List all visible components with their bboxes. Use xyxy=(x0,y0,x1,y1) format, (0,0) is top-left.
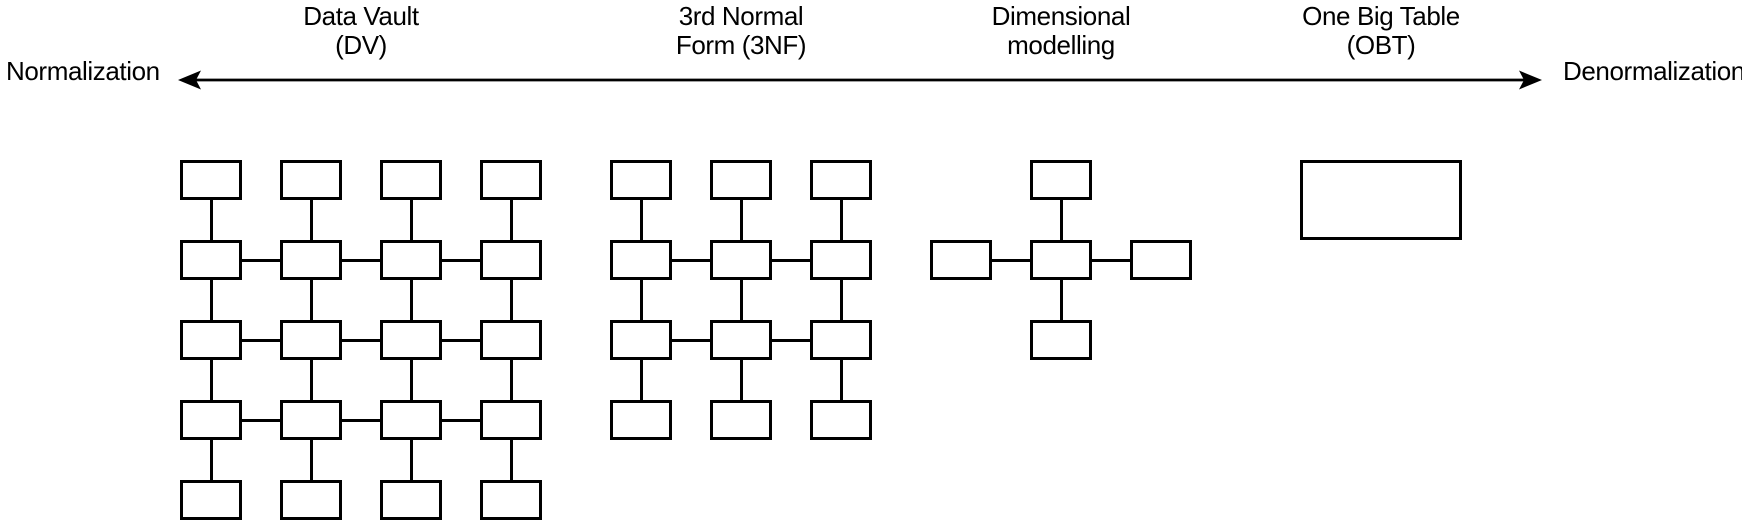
connector-line xyxy=(409,180,413,260)
connector-line xyxy=(639,340,643,420)
connector-line xyxy=(741,258,841,262)
connector-line xyxy=(209,180,213,260)
connector-line xyxy=(311,338,411,342)
connector-line xyxy=(409,420,413,500)
connector-line xyxy=(411,258,511,262)
data-vault-box xyxy=(280,160,342,200)
connector-line xyxy=(509,260,513,340)
data-vault-box xyxy=(180,400,242,440)
data-vault-box xyxy=(380,160,442,200)
diagram-label-dimensional-modelling: Dimensional modelling xyxy=(992,2,1131,60)
data-vault-box xyxy=(480,400,542,440)
data-vault-box xyxy=(280,240,342,280)
connector-line xyxy=(311,258,411,262)
diagram-label-line: One Big Table xyxy=(1302,1,1460,31)
data-vault-box xyxy=(280,400,342,440)
connector-line xyxy=(309,420,313,500)
connector-line xyxy=(209,420,213,500)
third-normal-form-box xyxy=(710,240,772,280)
third-normal-form-box xyxy=(610,160,672,200)
data-vault-box xyxy=(380,320,442,360)
dimensional-modelling-box xyxy=(930,240,992,280)
diagram-label-data-vault: Data Vault (DV) xyxy=(303,1,419,60)
connector-line xyxy=(509,420,513,500)
connector-line xyxy=(209,340,213,420)
diagram-label-line: (DV) xyxy=(335,30,387,60)
dimensional-modelling-box xyxy=(1030,160,1092,200)
dimensional-modelling-box xyxy=(1030,240,1092,280)
connector-line xyxy=(211,258,311,262)
dimensional-modelling-box xyxy=(1130,240,1192,280)
data-vault-box xyxy=(180,160,242,200)
third-normal-form-box xyxy=(810,240,872,280)
one-big-table-box xyxy=(1300,160,1462,240)
data-vault-box xyxy=(280,480,342,520)
diagram-label-line: modelling xyxy=(1007,30,1115,60)
diagram-label-line: Data Vault xyxy=(303,1,419,31)
data-vault-box xyxy=(280,320,342,360)
diagram-label-line: Dimensional xyxy=(991,1,1131,31)
data-vault-box xyxy=(380,400,442,440)
connector-line xyxy=(741,338,841,342)
arrowhead-right-icon xyxy=(1519,70,1542,90)
connector-line xyxy=(509,180,513,260)
connector-line xyxy=(641,338,741,342)
connector-line xyxy=(409,340,413,420)
data-vault-box xyxy=(380,480,442,520)
data-vault-box xyxy=(180,480,242,520)
connector-line xyxy=(639,180,643,260)
data-vault-box xyxy=(480,160,542,200)
connector-line xyxy=(411,418,511,422)
diagram-label-line: (OBT) xyxy=(1346,30,1416,60)
third-normal-form-box xyxy=(810,400,872,440)
diagram-label-line: Form (3NF) xyxy=(675,30,807,60)
arrowhead-left-icon xyxy=(178,70,201,90)
connector-line xyxy=(639,260,643,340)
connector-line xyxy=(309,180,313,260)
diagram-label-one-big-table: One Big Table (OBT) xyxy=(1302,2,1460,60)
connector-line xyxy=(211,418,311,422)
data-vault-box xyxy=(480,480,542,520)
connector-line xyxy=(839,180,843,260)
data-vault-box xyxy=(180,240,242,280)
connector-line xyxy=(311,418,411,422)
normalization-label: Normalization xyxy=(6,56,160,86)
third-normal-form-box xyxy=(610,400,672,440)
third-normal-form-box xyxy=(610,320,672,360)
connector-line xyxy=(309,340,313,420)
connector-line xyxy=(739,340,743,420)
third-normal-form-box xyxy=(710,320,772,360)
connector-line xyxy=(211,338,311,342)
third-normal-form-box xyxy=(710,160,772,200)
connector-line xyxy=(509,340,513,420)
third-normal-form-box xyxy=(710,400,772,440)
connector-line xyxy=(961,258,1061,262)
connector-line xyxy=(641,258,741,262)
data-vault-box xyxy=(480,320,542,360)
connector-line xyxy=(839,260,843,340)
data-vault-box xyxy=(480,240,542,280)
connector-line xyxy=(411,338,511,342)
third-normal-form-box xyxy=(610,240,672,280)
connector-line xyxy=(409,260,413,340)
diagram-label-line: 3rd Normal xyxy=(678,1,804,31)
data-vault-box xyxy=(180,320,242,360)
dimensional-modelling-box xyxy=(1030,320,1092,360)
connector-line xyxy=(1059,180,1063,260)
spectrum-arrow xyxy=(178,70,1542,90)
connector-line xyxy=(209,260,213,340)
connector-line xyxy=(1061,258,1161,262)
connector-line xyxy=(739,260,743,340)
connector-line xyxy=(739,180,743,260)
data-vault-box xyxy=(380,240,442,280)
connector-line xyxy=(839,340,843,420)
third-normal-form-box xyxy=(810,160,872,200)
denormalization-label: Denormalization xyxy=(1563,56,1742,86)
diagram-label-third-normal-form: 3rd Normal Form (3NF) xyxy=(675,1,807,60)
connector-line xyxy=(309,260,313,340)
connector-line xyxy=(1059,260,1063,340)
third-normal-form-box xyxy=(810,320,872,360)
